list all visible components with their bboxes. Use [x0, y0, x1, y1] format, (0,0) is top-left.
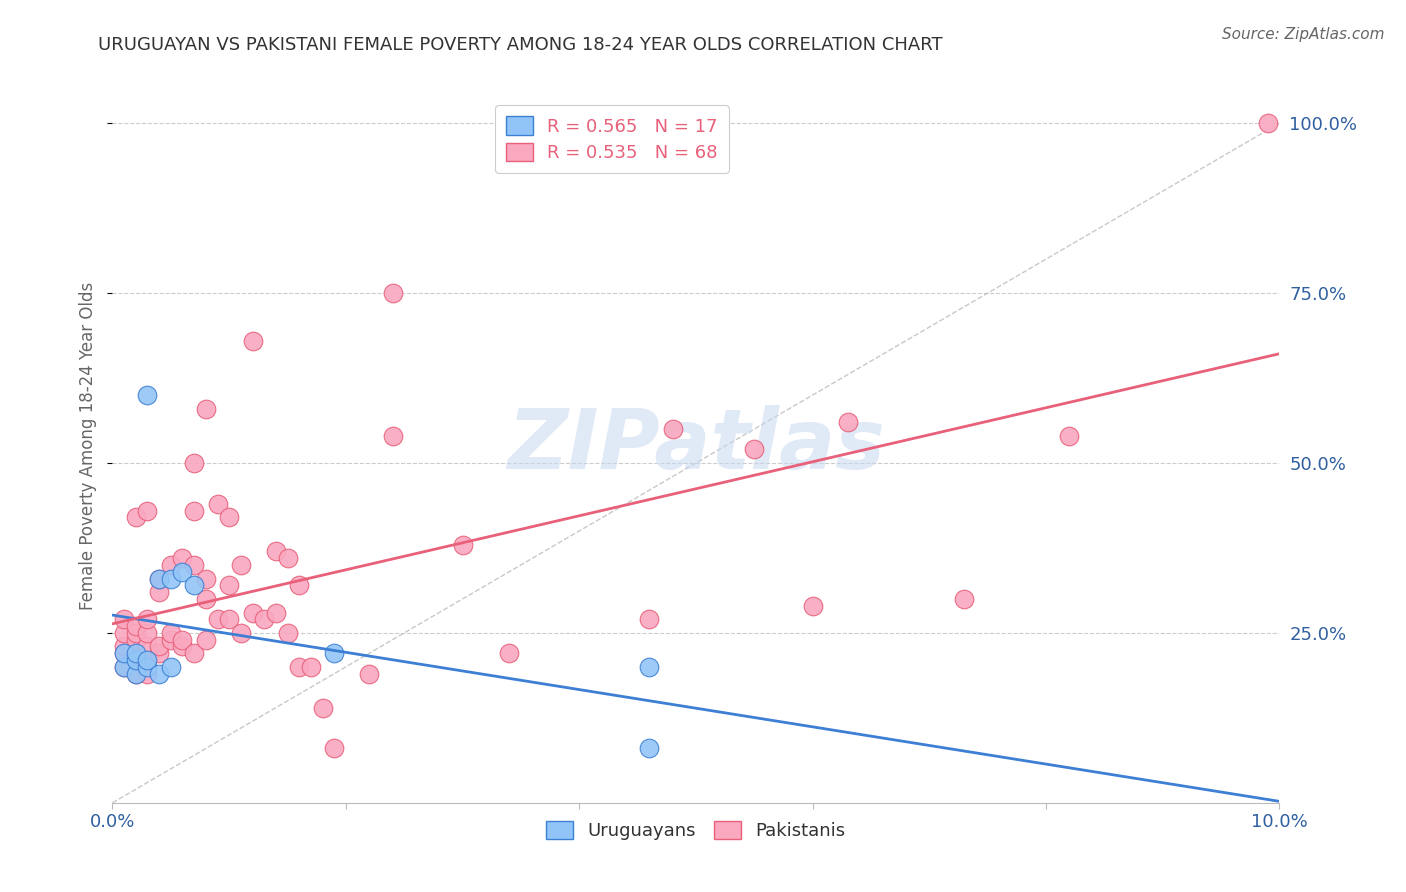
Point [288, 660, 311, 674]
Point [160, 572, 183, 586]
Point [264, 544, 287, 558]
Point [112, 646, 135, 660]
Point [638, 741, 661, 756]
Point [359, 666, 381, 681]
Point [498, 646, 520, 660]
Point [136, 666, 159, 681]
Point [112, 660, 135, 674]
Legend: Uruguayans, Pakistanis: Uruguayans, Pakistanis [538, 814, 853, 847]
Point [183, 646, 205, 660]
Point [125, 666, 148, 681]
Point [381, 286, 404, 301]
Point [1059, 429, 1081, 443]
Point [125, 510, 148, 524]
Point [194, 572, 217, 586]
Point [136, 388, 159, 402]
Point [276, 551, 298, 566]
Point [136, 653, 159, 667]
Point [742, 442, 765, 457]
Point [183, 558, 205, 572]
Point [172, 632, 194, 647]
Point [242, 606, 264, 620]
Point [160, 660, 183, 674]
Point [148, 585, 170, 599]
Point [136, 653, 159, 667]
Point [207, 612, 229, 626]
Point [112, 612, 135, 626]
Point [112, 626, 135, 640]
Point [837, 415, 859, 429]
Point [160, 632, 183, 647]
Point [183, 456, 205, 470]
Point [136, 612, 159, 626]
Point [451, 537, 474, 551]
Point [218, 612, 240, 626]
Point [125, 646, 148, 660]
Point [148, 572, 170, 586]
Point [638, 612, 661, 626]
Point [194, 591, 217, 606]
Point [323, 741, 346, 756]
Point [242, 334, 264, 348]
Point [299, 660, 322, 674]
Point [148, 666, 170, 681]
Point [288, 578, 311, 592]
Point [136, 660, 159, 674]
Point [638, 660, 661, 674]
Point [160, 558, 183, 572]
Point [125, 653, 148, 667]
Point [112, 640, 135, 654]
Point [148, 572, 170, 586]
Point [661, 422, 683, 436]
Point [218, 510, 240, 524]
Text: URUGUAYAN VS PAKISTANI FEMALE POVERTY AMONG 18-24 YEAR OLDS CORRELATION CHART: URUGUAYAN VS PAKISTANI FEMALE POVERTY AM… [98, 36, 943, 54]
Point [112, 660, 135, 674]
Point [125, 626, 148, 640]
Point [381, 429, 404, 443]
Point [323, 646, 346, 660]
Point [194, 632, 217, 647]
Point [194, 401, 217, 416]
Point [125, 619, 148, 633]
Point [125, 666, 148, 681]
Point [229, 558, 252, 572]
Point [125, 653, 148, 667]
Point [172, 565, 194, 579]
Point [160, 626, 183, 640]
Text: Source: ZipAtlas.com: Source: ZipAtlas.com [1222, 27, 1385, 42]
Point [218, 578, 240, 592]
Point [207, 497, 229, 511]
Point [1257, 116, 1279, 130]
Point [311, 700, 333, 714]
Point [183, 578, 205, 592]
Y-axis label: Female Poverty Among 18-24 Year Olds: Female Poverty Among 18-24 Year Olds [79, 282, 97, 610]
Point [125, 646, 148, 660]
Point [276, 626, 298, 640]
Point [148, 646, 170, 660]
Point [183, 503, 205, 517]
Point [264, 606, 287, 620]
Point [253, 612, 276, 626]
Point [229, 626, 252, 640]
Point [125, 632, 148, 647]
Point [172, 640, 194, 654]
Point [148, 640, 170, 654]
Point [112, 646, 135, 660]
Point [953, 591, 976, 606]
Point [136, 503, 159, 517]
Point [136, 626, 159, 640]
Text: ZIPatlas: ZIPatlas [508, 406, 884, 486]
Point [136, 640, 159, 654]
Point [801, 599, 824, 613]
Point [172, 551, 194, 566]
